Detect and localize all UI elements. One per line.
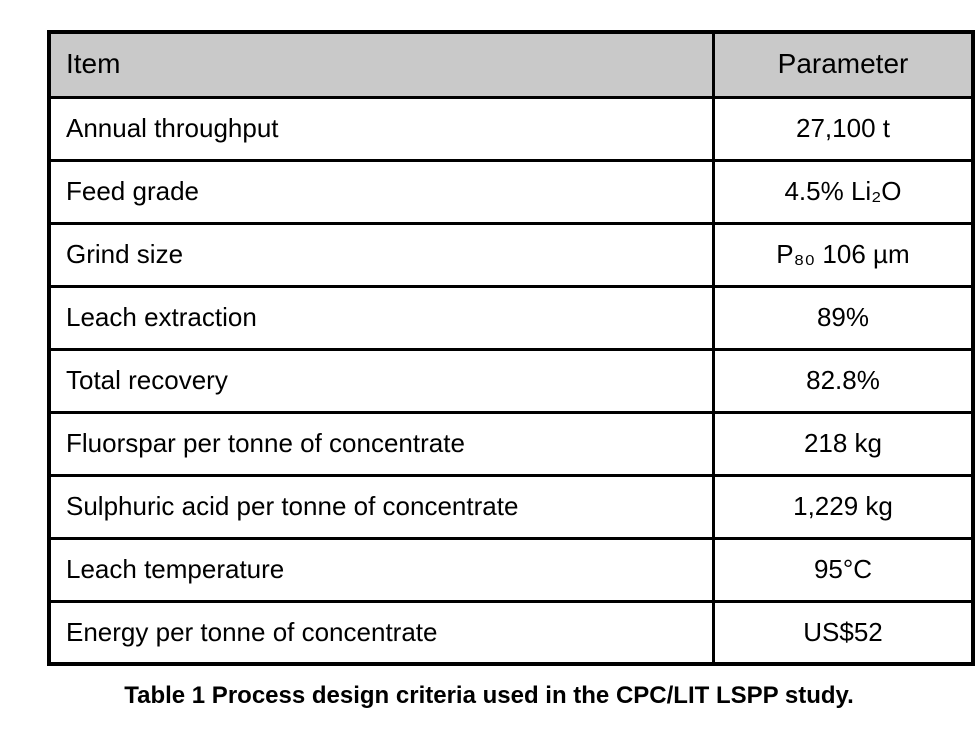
parameter-cell: 89% (712, 284, 975, 351)
parameter-cell: US$52 (712, 599, 975, 666)
item-cell: Fluorspar per tonne of concentrate (47, 410, 715, 477)
table-row: Feed grade 4.5% Li₂O (47, 158, 975, 225)
item-cell: Energy per tonne of concentrate (47, 599, 715, 666)
parameter-cell: 1,229 kg (712, 473, 975, 540)
table-row: Annual throughput 27,100 t (47, 95, 975, 162)
parameter-cell: 95°C (712, 536, 975, 603)
table-row: Leach extraction 89% (47, 284, 975, 351)
item-cell: Total recovery (47, 347, 715, 414)
table-row: Leach temperature 95°C (47, 536, 975, 603)
table-row: Grind size P₈₀ 106 µm (47, 221, 975, 288)
parameter-cell: 27,100 t (712, 95, 975, 162)
item-cell: Grind size (47, 221, 715, 288)
item-cell: Leach temperature (47, 536, 715, 603)
item-cell: Leach extraction (47, 284, 715, 351)
parameter-cell: P₈₀ 106 µm (712, 221, 975, 288)
item-cell: Annual throughput (47, 95, 715, 162)
parameter-cell: 4.5% Li₂O (712, 158, 975, 225)
parameter-cell: 218 kg (712, 410, 975, 477)
table-row: Energy per tonne of concentrate US$52 (47, 599, 975, 666)
column-header-parameter: Parameter (712, 30, 975, 99)
item-cell: Feed grade (47, 158, 715, 225)
table-row: Sulphuric acid per tonne of concentrate … (47, 473, 975, 540)
process-design-criteria-table: Item Parameter Annual throughput 27,100 … (47, 30, 975, 666)
table-header-row: Item Parameter (47, 30, 975, 99)
column-header-item: Item (47, 30, 715, 99)
table-caption: Table 1 Process design criteria used in … (124, 682, 854, 709)
table-row: Fluorspar per tonne of concentrate 218 k… (47, 410, 975, 477)
parameter-cell: 82.8% (712, 347, 975, 414)
table-row: Total recovery 82.8% (47, 347, 975, 414)
item-cell: Sulphuric acid per tonne of concentrate (47, 473, 715, 540)
